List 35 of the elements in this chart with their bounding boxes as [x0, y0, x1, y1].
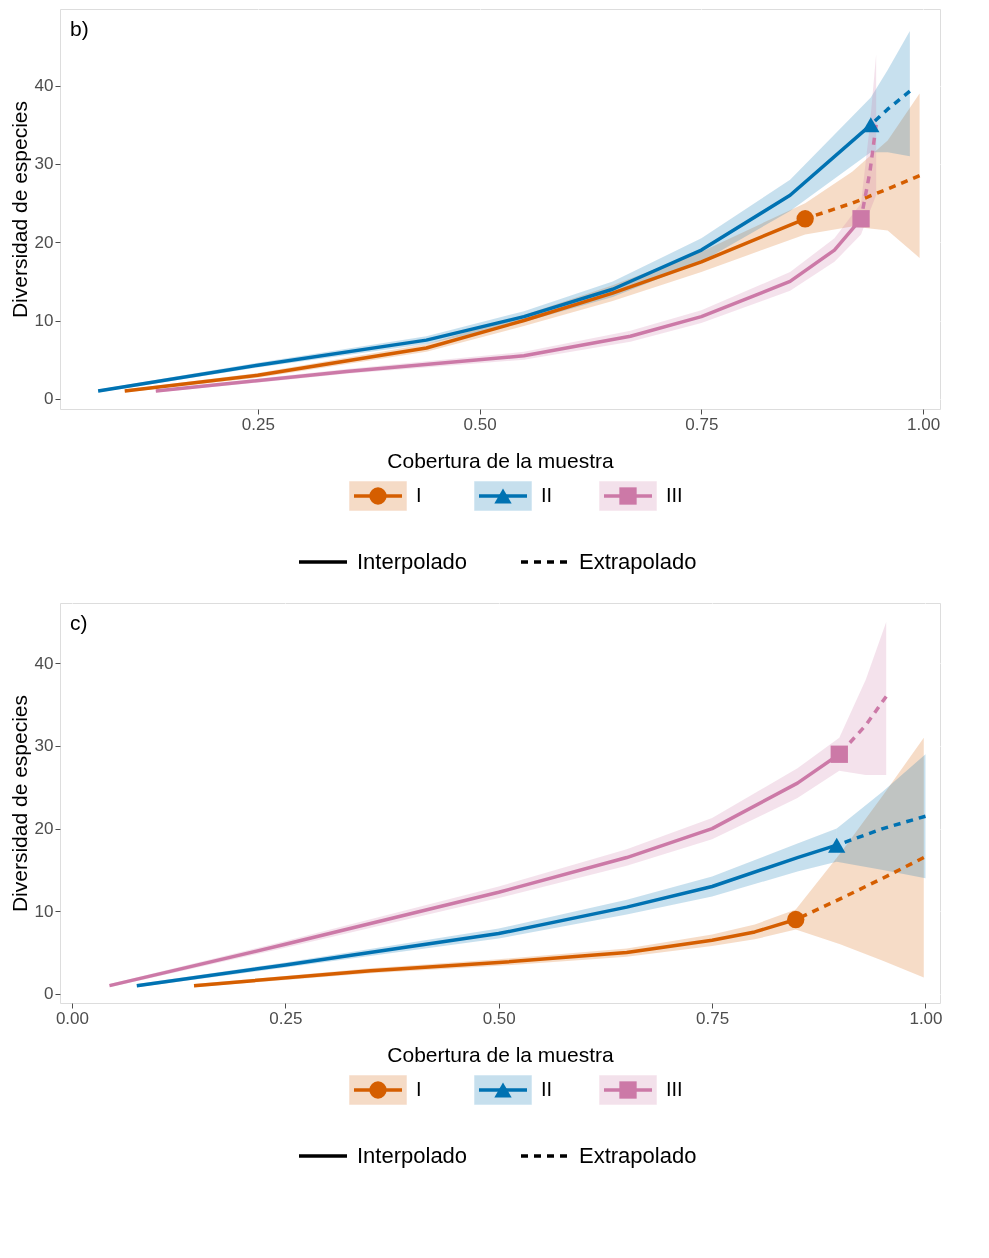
x-tick-label: 0.50: [482, 1008, 516, 1028]
x-tick-label: 1.00: [909, 1008, 943, 1028]
x-tick-label: 0.00: [55, 1008, 89, 1028]
y-tick-label: 40: [34, 76, 54, 96]
y-axis-title: Diversidad de especies: [7, 694, 31, 913]
text: Extrapolado: [579, 1143, 697, 1168]
x-axis-title: Cobertura de la muestra: [387, 1042, 615, 1066]
legend-label: III: [666, 484, 683, 506]
x-tick-label: 0.75: [685, 414, 719, 434]
chart-title: c): [70, 611, 88, 634]
y-tick-label: 20: [34, 819, 54, 839]
y-tick-label: 30: [34, 154, 54, 174]
chart-title: b): [70, 17, 89, 40]
x-tick-label: 0.25: [241, 414, 275, 434]
y-axis-title: Diversidad de especies: [7, 100, 31, 319]
x-axis-title: Cobertura de la muestra: [387, 448, 615, 472]
text: Interpolado: [357, 1143, 468, 1168]
y-tick-label: 0: [44, 389, 54, 409]
y-tick-label: 10: [34, 901, 54, 921]
legend-label: I: [416, 484, 422, 506]
legend-label: I: [416, 1078, 422, 1100]
y-tick-label: 30: [34, 736, 54, 756]
text: Extrapolado: [579, 549, 697, 574]
y-tick-label: 20: [34, 232, 54, 252]
x-tick-label: 0.25: [269, 1008, 303, 1028]
y-tick-label: 10: [34, 311, 54, 331]
y-tick-label: 0: [44, 984, 54, 1004]
legend-label: II: [541, 484, 553, 506]
text: Interpolado: [357, 549, 468, 574]
legend-label: II: [541, 1078, 553, 1100]
x-tick-label: 0.50: [463, 414, 497, 434]
y-tick-label: 40: [34, 653, 54, 673]
x-tick-label: 0.75: [696, 1008, 730, 1028]
legend-label: III: [666, 1078, 683, 1100]
x-tick-label: 1.00: [907, 414, 941, 434]
